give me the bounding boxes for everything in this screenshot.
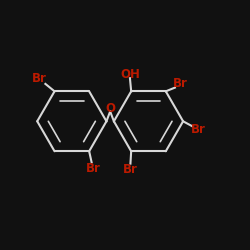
- Text: Br: Br: [122, 163, 138, 176]
- Text: Br: Br: [86, 162, 100, 175]
- Text: Br: Br: [32, 72, 47, 86]
- Text: Br: Br: [173, 78, 188, 90]
- Text: Br: Br: [190, 124, 205, 136]
- Text: O: O: [105, 102, 115, 116]
- Text: OH: OH: [120, 68, 140, 80]
